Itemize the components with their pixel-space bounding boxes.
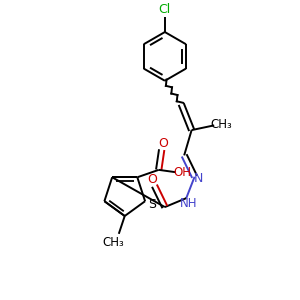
Text: O: O	[147, 172, 157, 186]
Text: CH₃: CH₃	[102, 236, 124, 249]
Text: S: S	[148, 198, 156, 211]
Text: N: N	[194, 172, 203, 185]
Text: Cl: Cl	[159, 3, 171, 16]
Text: NH: NH	[180, 197, 197, 210]
Text: OH: OH	[173, 166, 191, 179]
Text: O: O	[158, 136, 168, 150]
Text: CH₃: CH₃	[211, 118, 232, 131]
